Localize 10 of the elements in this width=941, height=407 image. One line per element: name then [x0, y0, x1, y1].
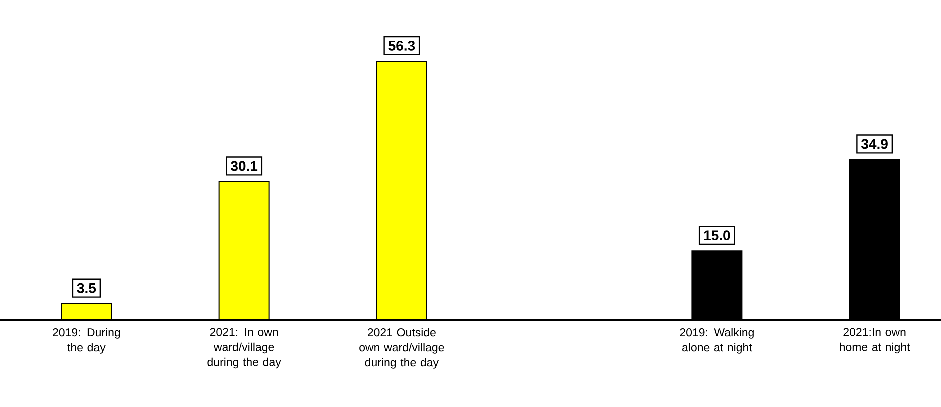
- data-label: 15.0: [704, 230, 730, 241]
- data-label: 3.5: [77, 283, 96, 294]
- data-label: 34.9: [862, 139, 888, 150]
- x-tick-label: 2021: In own ward/village during the day: [208, 328, 282, 369]
- x-tick-label: 2019: During the day: [53, 328, 120, 354]
- x-tick-label: 2021 Outside own ward/village during the day: [360, 328, 444, 369]
- data-label: 30.1: [231, 161, 258, 172]
- data-label: 56.3: [388, 40, 416, 51]
- x-tick-label: 2021:In own home at night: [840, 328, 910, 354]
- x-tick-label: 2019: Walking alone at night: [680, 328, 754, 354]
